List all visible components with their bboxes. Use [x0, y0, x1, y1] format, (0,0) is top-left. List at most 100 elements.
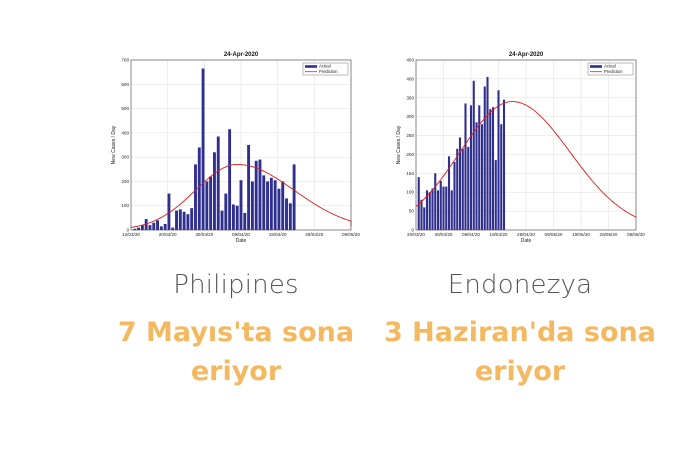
bar-actual [186, 214, 190, 230]
y-tick-label: 200 [121, 179, 129, 184]
x-tick-label: 30/03/20 [195, 232, 213, 237]
y-tick-label: 250 [406, 133, 414, 138]
end-date-line-1: 7 Mayıs'ta sona [117, 317, 355, 348]
plot-frame [130, 59, 352, 231]
legend-label-actual: Actual [319, 64, 331, 69]
bar-actual [171, 227, 175, 230]
bar-actual [483, 86, 486, 230]
y-tick-label: 0 [411, 228, 414, 233]
bar-actual [209, 176, 213, 230]
x-tick-label: 09/04/20 [462, 232, 480, 237]
legend-label-prediction: Prediction [604, 69, 623, 74]
x-tick-label: 29/04/20 [305, 232, 323, 237]
y-tick-label: 500 [121, 106, 129, 111]
bar-actual [472, 80, 475, 231]
y-tick-label: 150 [406, 171, 414, 176]
x-tick-label: 20/03/20 [159, 232, 177, 237]
bar-actual [175, 210, 178, 230]
bar-actual [133, 228, 137, 230]
bar-actual [178, 209, 182, 230]
plot-frame [415, 59, 637, 231]
bar-actual [489, 109, 492, 230]
bar-actual [243, 213, 247, 230]
y-axis-label: New Cases / Day [396, 125, 402, 164]
bar-actual [152, 222, 156, 230]
y-tick-label: 0 [126, 228, 129, 233]
bar-actual [500, 124, 503, 230]
bar-actual [453, 162, 456, 230]
bar-actual [140, 225, 144, 230]
bar-actual [469, 105, 473, 230]
x-tick-label: 09/05/20 [545, 232, 563, 237]
bar-actual [423, 207, 426, 230]
bar-actual [167, 193, 171, 230]
x-tick-label: 20/03/20 [407, 232, 425, 237]
bar-actual [478, 105, 481, 230]
bar-actual [292, 164, 296, 230]
bar-actual [502, 99, 506, 230]
legend-label-actual: Actual [604, 64, 616, 69]
bar-actual [159, 226, 163, 230]
x-tick-label: 19/05/20 [572, 232, 590, 237]
bar-actual [156, 220, 159, 230]
bar-actual [269, 177, 273, 230]
bar-actual [447, 156, 451, 230]
y-tick-label: 300 [406, 114, 414, 119]
indonesia-cases-chart: 0 50 100 150 200 250 300 350 400 450 20/03/20 30/03… [396, 52, 645, 244]
bar-actual [458, 137, 462, 230]
x-tick-label: 19/04/20 [490, 232, 508, 237]
y-tick-label: 400 [406, 76, 414, 81]
y-tick-label: 350 [406, 95, 414, 100]
bar-actual [235, 205, 239, 230]
bar-actual [277, 188, 281, 230]
y-tick-label: 50 [409, 209, 415, 214]
bar-actual [205, 181, 209, 230]
bar-actual [258, 159, 262, 230]
bar-actual [467, 146, 470, 230]
x-tick-label: 30/03/20 [435, 232, 453, 237]
bar-actual [425, 190, 429, 230]
x-axis-label: Date [236, 238, 247, 244]
end-date-headline: 7 Mayıs'ta sona eriyor [86, 313, 386, 391]
bar-actual [194, 164, 197, 230]
bar-actual [250, 181, 254, 230]
legend-swatch-actual [590, 65, 602, 68]
x-tick-label: 29/04/20 [517, 232, 535, 237]
y-tick-label: 200 [406, 152, 414, 157]
bar-actual [216, 136, 220, 230]
y-tick-label: 700 [121, 58, 129, 63]
bar-actual [456, 148, 459, 230]
y-tick-label: 100 [406, 190, 414, 195]
bar-actual [494, 160, 497, 230]
y-tick-label: 600 [121, 82, 129, 87]
bar-actual [450, 190, 453, 230]
legend-label-prediction: Prediction [319, 69, 338, 74]
bar-actual [461, 148, 464, 230]
philippines-cases-chart: 0 100 200 300 400 500 600 700 12/03/20 20/03/20 30… [111, 52, 360, 244]
bar-actual [445, 186, 448, 230]
bar-actual [480, 124, 484, 230]
bar-actual [262, 175, 266, 230]
bar-actual [144, 219, 148, 230]
bar-actual [213, 152, 216, 230]
bar-actual [220, 210, 224, 230]
bar-actual [439, 180, 442, 230]
x-tick-label: 12/03/20 [122, 232, 140, 237]
bar-actual [431, 188, 434, 230]
end-date-line-1: 3 Haziran'da sona [383, 317, 656, 348]
y-tick-label: 400 [121, 130, 129, 135]
bar-actual [486, 77, 489, 230]
bar-actual [475, 122, 478, 230]
bar-actual [464, 103, 467, 230]
bar-actual [273, 180, 277, 230]
bar-actual [442, 186, 445, 230]
y-tick-label: 100 [121, 203, 129, 208]
bar-actual [247, 145, 251, 230]
bar-actual [163, 223, 167, 230]
bar-actual [201, 68, 205, 230]
bar-actual [148, 225, 152, 230]
x-tick-label: 19/04/20 [269, 232, 287, 237]
bar-actual [190, 208, 194, 230]
partial-next-chart-edge [686, 128, 691, 162]
chart-title: 24-Apr-2020 [509, 52, 544, 58]
